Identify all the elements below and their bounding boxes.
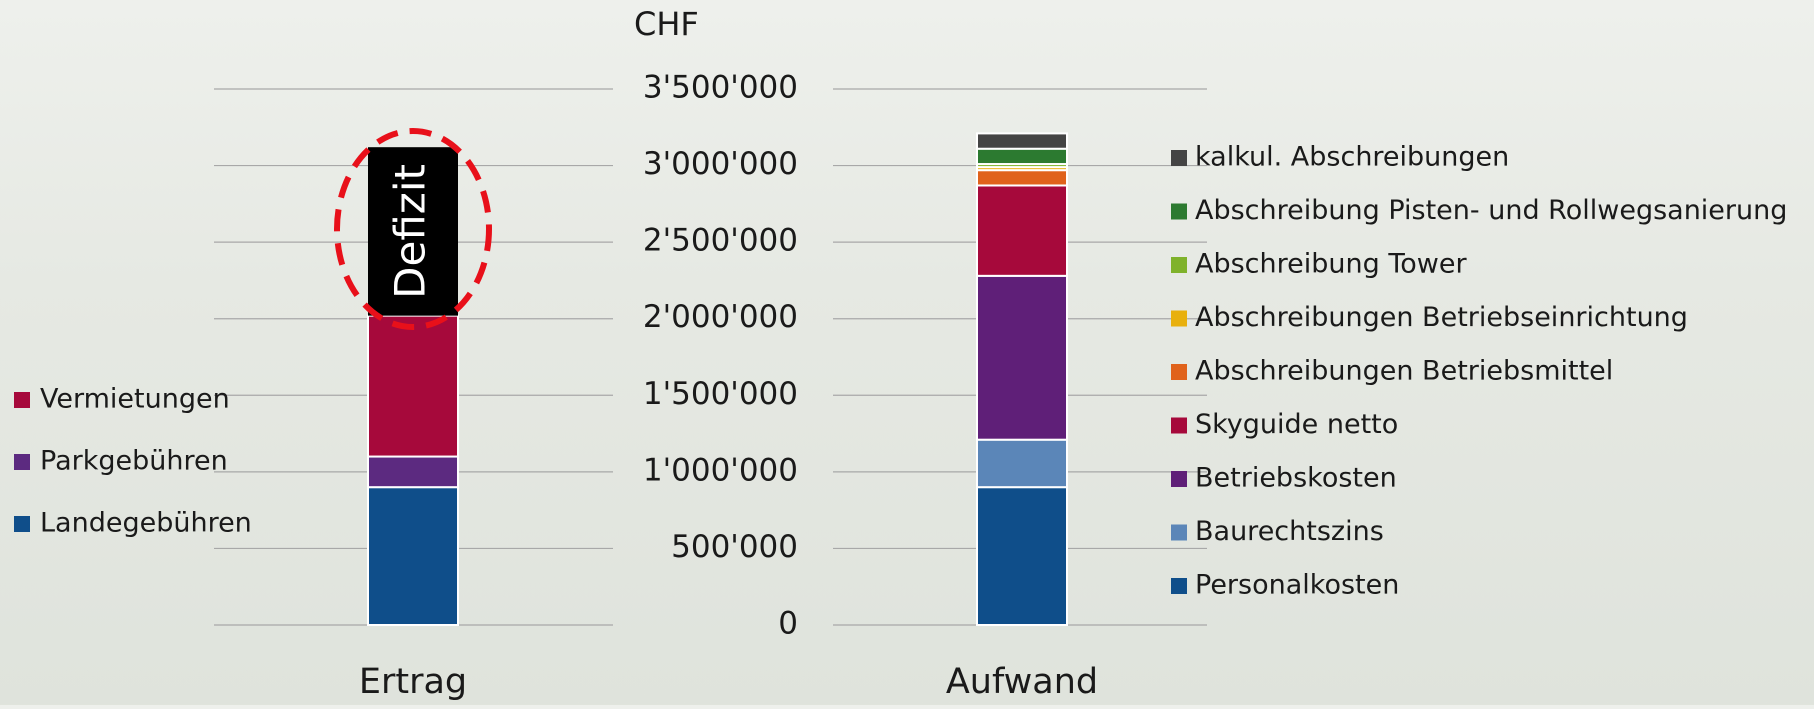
- y-tick-label: 2'500'000: [643, 223, 798, 259]
- bar-segment: [368, 487, 458, 625]
- bar-segment: [977, 149, 1067, 164]
- legend-swatch: [1171, 364, 1187, 380]
- y-tick-label: 3'500'000: [643, 70, 798, 106]
- legend-label: Parkgebühren: [40, 446, 228, 477]
- legend-swatch: [1171, 311, 1187, 327]
- y-tick-label: 1'500'000: [643, 376, 798, 412]
- bar-segment: [977, 276, 1067, 440]
- legend-swatch: [14, 454, 30, 470]
- y-tick-label: 1'000'000: [643, 452, 798, 488]
- legend-label: Vermietungen: [40, 384, 230, 415]
- bar-segment: [368, 316, 458, 457]
- y-axis-label: CHF: [634, 5, 699, 43]
- legend-label: Baurechtszins: [1195, 516, 1384, 547]
- legend-label: Abschreibungen Betriebsmittel: [1195, 356, 1613, 387]
- y-tick-label: 3'000'000: [643, 146, 798, 182]
- legend-swatch: [1171, 418, 1187, 434]
- y-tick-label: 2'000'000: [643, 299, 798, 335]
- legend-label: Skyguide netto: [1195, 409, 1398, 440]
- x-tick-label: Aufwand: [946, 662, 1098, 702]
- y-tick-label: 500'000: [671, 529, 798, 565]
- legend-swatch: [1171, 471, 1187, 487]
- legend-swatch: [1171, 204, 1187, 220]
- legend-label: Betriebskosten: [1195, 463, 1397, 494]
- legend-label: Abschreibung Pisten- und Rollwegsanierun…: [1195, 195, 1787, 226]
- legend-label: Personalkosten: [1195, 570, 1399, 601]
- legend-swatch: [1171, 150, 1187, 166]
- page: CHF 0 500'000 1'000'000 1'500'000 2'000'000 2…: [0, 0, 1814, 705]
- bar-segment: [977, 133, 1067, 148]
- legend-swatch: [1171, 525, 1187, 541]
- bar-segment: [977, 440, 1067, 487]
- deficit-label: Defizit: [386, 164, 435, 299]
- bar-segment: [977, 487, 1067, 625]
- legend-swatch: [14, 392, 30, 408]
- chart: CHF 0 500'000 1'000'000 1'500'000 2'000'000 2…: [0, 0, 1814, 705]
- legend-swatch: [1171, 578, 1187, 594]
- y-tick-label: 0: [778, 606, 798, 642]
- legend-swatch: [14, 516, 30, 532]
- bar-segment: [977, 185, 1067, 275]
- legend-label: Abschreibung Tower: [1195, 249, 1467, 280]
- bar-segment: [977, 170, 1067, 185]
- legend-swatch: [1171, 257, 1187, 273]
- bar-segment: [368, 457, 458, 488]
- legend-label: kalkul. Abschreibungen: [1195, 142, 1509, 173]
- legend-label: Landegebühren: [40, 508, 252, 539]
- x-tick-label: Ertrag: [359, 662, 467, 702]
- legend-label: Abschreibungen Betriebseinrichtung: [1195, 302, 1688, 333]
